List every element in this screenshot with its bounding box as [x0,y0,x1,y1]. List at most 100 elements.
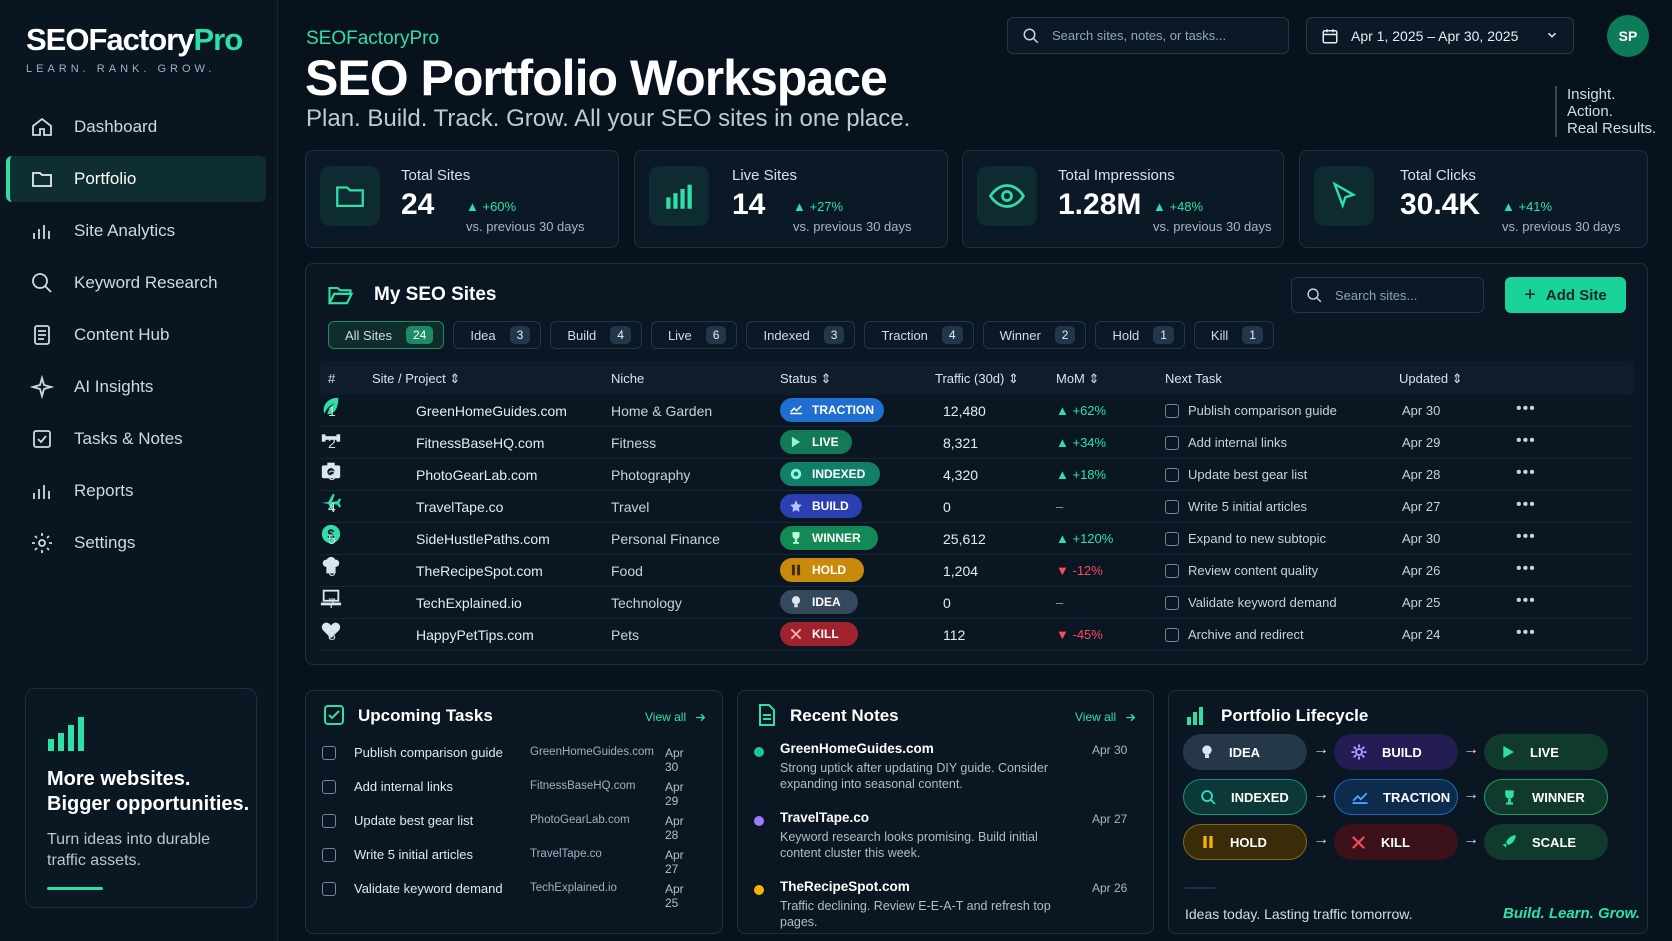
site-name-link[interactable]: GreenHomeGuides.com [416,403,567,419]
avatar[interactable]: SP [1607,15,1649,57]
lifecycle-stage-traction[interactable]: TRACTION [1334,779,1458,815]
more-actions-icon[interactable]: ••• [1516,528,1536,545]
lifecycle-stage-live[interactable]: LIVE [1484,734,1608,770]
lightbulb-icon [1202,745,1212,758]
table-row[interactable]: 6 TheRecipeSpot.com Food HOLD 1,204 ▼ -12% Rev… [320,555,1634,587]
mom-change: – [1056,595,1063,610]
filter-chip-idea[interactable]: Idea 3 [453,321,542,349]
task-item[interactable]: Validate keyword demand TechExplained.io A… [322,878,697,910]
status-badge: LIVE [780,430,852,454]
table-row[interactable]: 7 TechExplained.io Technology IDEA 0 – Validat… [320,587,1634,619]
more-actions-icon[interactable]: ••• [1516,592,1536,609]
filter-chip-live[interactable]: Live 6 [650,321,738,349]
lifecycle-stage-winner[interactable]: WINNER [1484,779,1608,815]
table-row[interactable]: 5 $ SideHustlePaths.com Personal Finance WIN… [320,523,1634,555]
column-header-site[interactable]: Site / Project ⇕ [372,371,460,387]
mom-value: -45% [1072,627,1103,642]
table-header: # Site / Project ⇕ Niche Status ⇕ Traffi… [320,361,1634,395]
more-actions-icon[interactable]: ••• [1516,560,1536,577]
view-all-link[interactable]: View all [1075,710,1137,724]
sidebar-item-portfolio[interactable]: Portfolio [6,156,266,202]
filter-chip-traction[interactable]: Traction 4 [864,321,974,349]
sidebar-item-dashboard[interactable]: Dashboard [6,104,266,150]
laptop-icon [320,589,342,606]
more-actions-icon[interactable]: ••• [1516,400,1536,417]
task-checkbox[interactable] [1165,628,1179,642]
sidebar-item-site-analytics[interactable]: Site Analytics [6,208,266,254]
sidebar-item-ai-insights[interactable]: AI Insights [6,364,266,410]
filter-chip-build[interactable]: Build 4 [550,321,642,349]
site-name-link[interactable]: TheRecipeSpot.com [416,563,543,579]
table-row[interactable]: 8 HappyPetTips.com Pets KILL 112 ▼ -45% Archiv… [320,619,1634,651]
task-checkbox[interactable] [1165,596,1179,610]
add-site-button[interactable]: + Add Site [1505,277,1626,313]
more-actions-icon[interactable]: ••• [1516,432,1536,449]
lifecycle-footer: Ideas today. Lasting traffic tomorrow. [1185,906,1413,922]
stage-label: TRACTION [1383,789,1451,805]
more-actions-icon[interactable]: ••• [1516,464,1536,481]
column-header-updated[interactable]: Updated ⇕ [1399,371,1463,387]
task-site: FitnessBaseHQ.com [530,780,636,792]
task-checkbox[interactable] [1165,468,1179,482]
site-name-link[interactable]: TechExplained.io [416,595,522,611]
task-checkbox[interactable] [322,848,336,862]
task-item[interactable]: Update best gear list PhotoGearLab.com Apr… [322,810,697,842]
lifecycle-stage-build[interactable]: BUILD [1334,734,1458,770]
site-name-link[interactable]: TravelTape.co [416,499,504,515]
sidebar-item-settings[interactable]: Settings [6,520,266,566]
task-checkbox[interactable] [1165,404,1179,418]
next-task: Add internal links [1188,435,1287,450]
sidebar-item-reports[interactable]: Reports [6,468,266,514]
filter-chip-kill[interactable]: Kill 1 [1193,321,1274,349]
filter-chip-hold[interactable]: Hold 1 [1095,321,1185,349]
table-row[interactable]: 3 PhotoGearLab.com Photography INDEXED 4,320… [320,459,1634,491]
sidebar-item-content-hub[interactable]: Content Hub [6,312,266,358]
sidebar-item-tasks-notes[interactable]: Tasks & Notes [6,416,266,462]
date-range-picker[interactable]: Apr 1, 2025 – Apr 30, 2025 [1306,17,1574,54]
column-header-status[interactable]: Status ⇕ [780,371,831,387]
filter-chip-all[interactable]: All Sites 24 [328,321,445,349]
task-item[interactable]: Publish comparison guide GreenHomeGuides.… [322,742,697,774]
task-checkbox[interactable] [1165,500,1179,514]
site-name-link[interactable]: HappyPetTips.com [416,627,534,643]
sidebar-item-keyword-research[interactable]: Keyword Research [6,260,266,306]
table-row[interactable]: 4 TravelTape.co Travel BUILD 0 – Write 5 initi… [320,491,1634,523]
table-row[interactable]: 1 GreenHomeGuides.com Home & Garden TRACTIO… [320,395,1634,427]
table-row[interactable]: 2 FitnessBaseHQ.com Fitness LIVE 8,321 ▲ +34%… [320,427,1634,459]
task-checkbox[interactable] [322,814,336,828]
view-all-link[interactable]: View all [645,710,707,724]
column-header-traffic[interactable]: Traffic (30d) ⇕ [935,371,1019,387]
global-search-input[interactable]: Search sites, notes, or tasks... [1007,17,1289,54]
task-checkbox[interactable] [1165,564,1179,578]
column-header-mom[interactable]: MoM ⇕ [1056,371,1099,387]
stage-label: SCALE [1532,834,1577,850]
rocket-icon [791,436,801,448]
lifecycle-stage-indexed[interactable]: INDEXED [1183,779,1307,815]
site-name-link[interactable]: FitnessBaseHQ.com [416,435,545,451]
checkbox-icon [33,430,51,448]
site-search-input[interactable]: Search sites... [1291,277,1484,313]
lifecycle-stage-idea[interactable]: IDEA [1183,734,1307,770]
filter-chip-winner[interactable]: Winner 2 [982,321,1087,349]
task-checkbox[interactable] [322,780,336,794]
lifecycle-stage-hold[interactable]: HOLD [1183,824,1307,860]
svg-text:$: $ [327,527,334,542]
site-name-link[interactable]: PhotoGearLab.com [416,467,538,483]
sidebar-item-label: Portfolio [74,169,137,188]
folder-icon [320,166,380,226]
task-checkbox[interactable] [322,882,336,896]
lifecycle-stage-scale[interactable]: SCALE [1484,824,1608,860]
task-checkbox[interactable] [1165,532,1179,546]
filter-chip-indexed[interactable]: Indexed 3 [746,321,856,349]
task-checkbox[interactable] [1165,436,1179,450]
more-actions-icon[interactable]: ••• [1516,624,1536,641]
more-actions-icon[interactable]: ••• [1516,496,1536,513]
task-checkbox[interactable] [322,746,336,760]
lifecycle-stage-kill[interactable]: KILL [1334,824,1458,860]
site-name-link[interactable]: SideHustlePaths.com [416,531,550,547]
status-badge: BUILD [780,494,862,518]
chip-label: Traction [881,327,928,343]
app-logo[interactable]: SEOFactoryPro [26,22,243,57]
task-item[interactable]: Add internal links FitnessBaseHQ.com Apr 2… [322,776,697,808]
task-item[interactable]: Write 5 initial articles TravelTape.co Apr… [322,844,697,876]
